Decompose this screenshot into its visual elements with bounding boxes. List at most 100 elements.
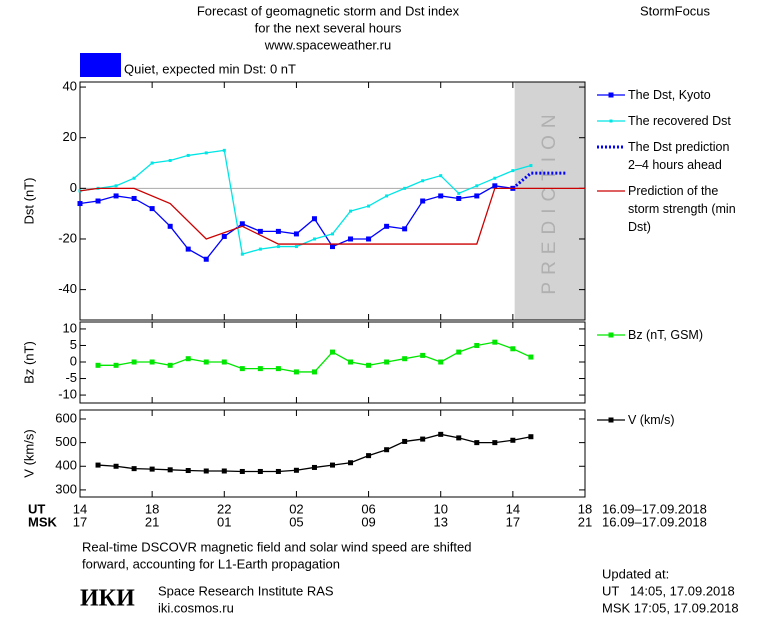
point xyxy=(330,244,335,250)
point xyxy=(438,359,444,365)
point xyxy=(95,198,101,204)
y-tick-label: 5 xyxy=(70,337,77,352)
brand: StormFocus xyxy=(640,3,711,18)
point xyxy=(167,223,173,229)
series-line xyxy=(79,149,532,255)
point xyxy=(421,179,425,183)
updated: UT 14:05, 17.09.2018 xyxy=(602,583,735,598)
y-tick-label: -20 xyxy=(58,230,77,245)
title: for the next several hours xyxy=(255,20,402,35)
point xyxy=(149,466,155,472)
point xyxy=(293,231,299,237)
point xyxy=(95,462,101,468)
plot-frame xyxy=(79,81,586,321)
ut-label: UT xyxy=(28,501,45,516)
point xyxy=(528,434,534,440)
point xyxy=(204,151,208,155)
legend-label: Bz (nT, GSM) xyxy=(628,328,704,342)
point xyxy=(348,359,354,365)
x-tick-label: 06 xyxy=(361,501,375,516)
msk-tick-label: 21 xyxy=(578,514,592,529)
point xyxy=(275,228,281,234)
series-line xyxy=(98,341,532,373)
point xyxy=(528,354,534,360)
point xyxy=(258,247,262,251)
point xyxy=(474,193,480,199)
point xyxy=(493,176,497,180)
point xyxy=(366,453,372,459)
y-tick-label: 0 xyxy=(70,180,77,195)
point xyxy=(221,233,227,239)
point xyxy=(349,209,353,213)
updated: MSK 17:05, 17.09.2018 xyxy=(602,600,739,615)
msk-tick-label: 09 xyxy=(361,514,375,529)
point xyxy=(150,161,154,165)
point xyxy=(113,463,119,469)
point xyxy=(294,245,298,249)
point xyxy=(420,198,426,204)
point xyxy=(257,468,263,474)
msk-tick-label: 17 xyxy=(73,514,87,529)
title: www.spaceweather.ru xyxy=(264,37,391,52)
y-tick-label: 40 xyxy=(63,79,77,94)
point xyxy=(203,468,209,474)
point xyxy=(456,195,462,201)
x-tick-label: 22 xyxy=(217,501,231,516)
title: Forecast of geomagnetic storm and Dst in… xyxy=(197,3,460,18)
point xyxy=(275,468,281,474)
updated: Updated at: xyxy=(602,566,669,581)
y-axis-label: V (km/s) xyxy=(21,429,36,477)
point xyxy=(312,237,316,241)
point xyxy=(457,191,461,195)
point xyxy=(492,183,498,189)
point xyxy=(439,174,443,178)
point xyxy=(113,193,119,199)
point xyxy=(167,362,173,368)
legend-label: V (km/s) xyxy=(628,413,675,427)
point xyxy=(529,164,533,168)
point xyxy=(384,359,390,365)
point xyxy=(131,466,137,472)
point xyxy=(474,342,480,348)
point xyxy=(239,366,245,372)
legend-marker xyxy=(609,119,613,123)
point xyxy=(149,359,155,365)
msk-label: MSK xyxy=(28,514,58,529)
point xyxy=(257,366,263,372)
point xyxy=(311,464,317,470)
point xyxy=(167,467,173,473)
prediction-region xyxy=(514,82,585,320)
point xyxy=(492,440,498,446)
point xyxy=(456,435,462,441)
point xyxy=(348,460,354,466)
x-tick-label: 10 xyxy=(433,501,447,516)
y-tick-label: 20 xyxy=(63,129,77,144)
msk-tick-label: 13 xyxy=(433,514,447,529)
point xyxy=(239,468,245,474)
point xyxy=(330,349,335,355)
point xyxy=(385,194,389,198)
point xyxy=(275,366,281,372)
point xyxy=(185,356,191,362)
msk-tick-label: 05 xyxy=(289,514,303,529)
point xyxy=(438,431,444,437)
point xyxy=(403,186,407,190)
note: forward, accounting for L1-Earth propaga… xyxy=(82,556,340,571)
point xyxy=(186,153,190,157)
status: Quiet, expected min Dst: 0 nT xyxy=(124,61,296,76)
point xyxy=(510,437,516,443)
point xyxy=(456,349,462,355)
y-tick-label: 300 xyxy=(55,481,77,496)
prediction-label: PREDICTION xyxy=(539,107,560,294)
point xyxy=(384,447,390,453)
point xyxy=(293,467,299,473)
url: iki.cosmos.ru xyxy=(158,600,234,615)
y-tick-label: -5 xyxy=(65,370,77,385)
point xyxy=(221,359,227,365)
point xyxy=(402,356,408,362)
point xyxy=(511,169,515,173)
legend-marker xyxy=(608,417,614,423)
point xyxy=(114,184,118,188)
point xyxy=(240,252,244,256)
